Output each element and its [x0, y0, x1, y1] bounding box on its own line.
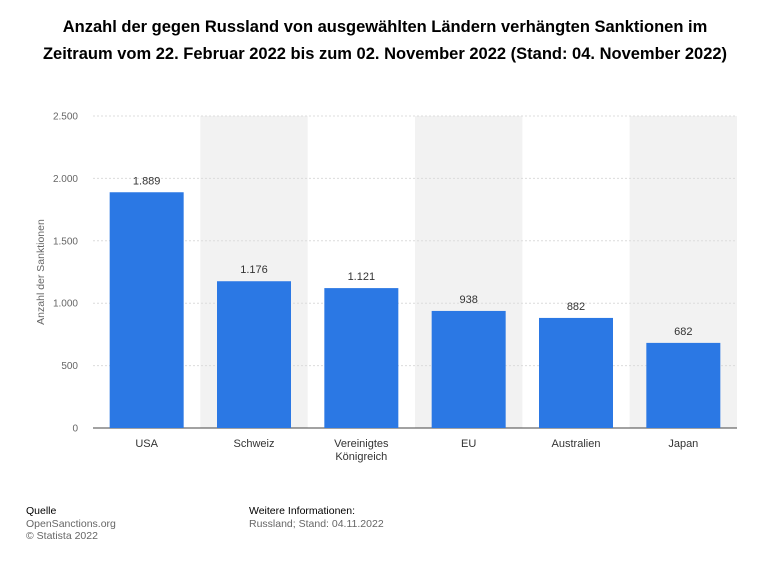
value-labels: 1.889 1.176 1.121 938 882 682 — [133, 175, 693, 338]
y-tick-label: 500 — [61, 361, 78, 372]
bar[interactable] — [217, 281, 291, 428]
y-tick-label: 1.000 — [53, 299, 78, 310]
x-tick-label: EU — [461, 438, 476, 450]
y-tick-labels: 0 500 1.000 1.500 2.000 2.500 — [53, 112, 78, 435]
data-label: 882 — [567, 301, 585, 313]
x-tick-label: Vereinigtes Königreich — [334, 438, 389, 463]
y-tick-label: 0 — [72, 424, 78, 435]
y-tick-label: 2.000 — [53, 174, 78, 185]
data-label: 1.889 — [133, 175, 161, 187]
data-label: 1.176 — [240, 264, 268, 276]
data-label: 1.121 — [348, 271, 376, 283]
copyright: © Statista 2022 — [26, 530, 98, 542]
bar[interactable] — [324, 288, 399, 428]
bar[interactable] — [646, 342, 721, 428]
y-tick-label: 2.500 — [53, 112, 78, 123]
x-tick-labels: USA Schweiz Vereinigtes Königreich EU Austral… — [135, 438, 698, 463]
bar[interactable] — [109, 192, 184, 428]
info-text: Russland; Stand: 04.11.2022 — [249, 517, 384, 530]
source-name[interactable]: OpenSanctions.org — [26, 517, 116, 530]
bar[interactable] — [539, 317, 613, 428]
info-heading: Weitere Informationen: — [249, 505, 356, 517]
y-tick-label: 1.500 — [53, 236, 78, 247]
x-tick-label: Australien — [552, 438, 601, 450]
x-tick-label: Schweiz — [234, 438, 275, 450]
source-heading: Quelle — [26, 505, 57, 517]
x-tick-label: USA — [135, 438, 158, 450]
info-block: Weitere Informationen: Russland; Stand: … — [249, 505, 384, 530]
bar[interactable] — [431, 310, 506, 428]
source-block: Quelle OpenSanctions.org © Statista 2022 — [26, 505, 116, 543]
data-label: 682 — [674, 326, 692, 338]
data-label: 938 — [459, 294, 477, 306]
x-tick-label: Japan — [668, 438, 698, 450]
y-axis-label: Anzahl der Sanktionen — [35, 219, 47, 325]
chart-title: Anzahl der gegen Russland von ausgewählt… — [42, 18, 728, 63]
gridlines — [93, 115, 737, 429]
bars — [109, 192, 721, 428]
